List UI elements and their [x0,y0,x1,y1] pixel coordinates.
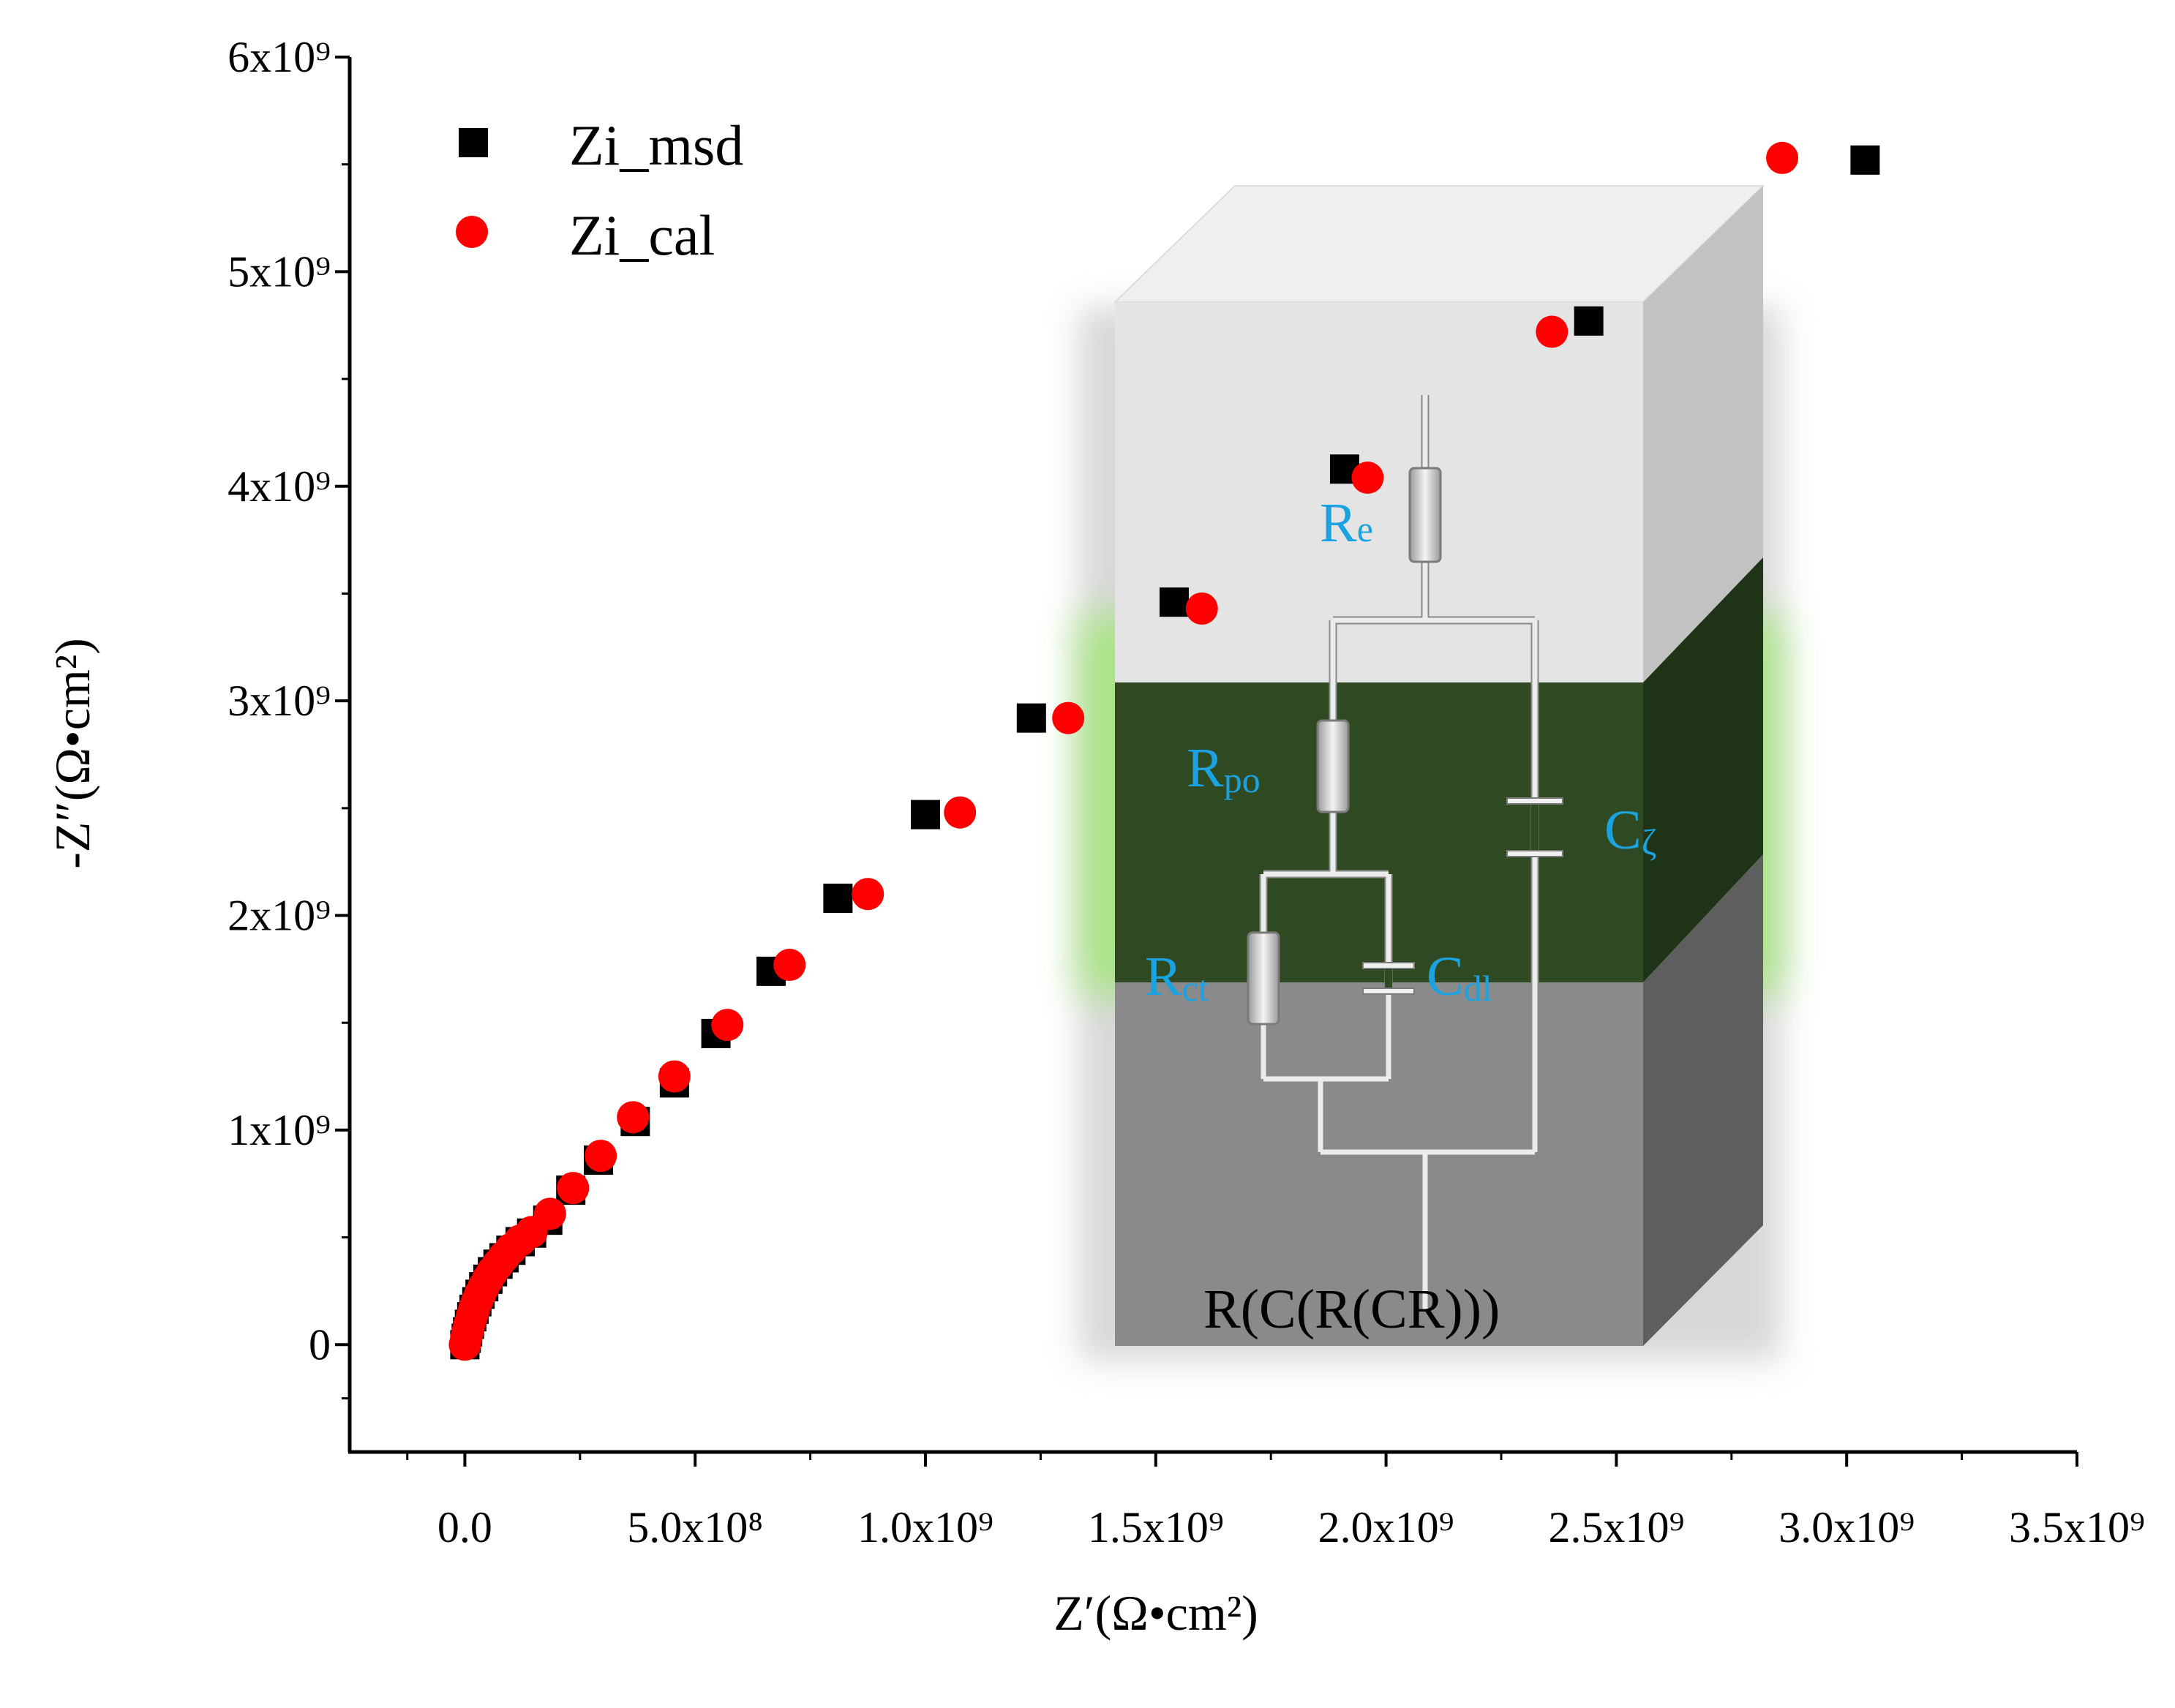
x-tick-label-6: 3.0x10⁹ [1778,1503,1915,1551]
legend-label-zi-cal: Zi_cal [569,203,715,267]
point-zi-cal-26 [1185,592,1218,625]
legend-marker-zi-msd [459,128,488,157]
point-zi-cal-28 [1536,315,1569,348]
y-tick-label-1: 1x10⁹ [228,1106,331,1154]
point-zi-cal-18 [585,1140,617,1173]
x-ticks: 0.0 5.0x10⁸ 1.0x10⁹ 1.5x10⁹ 2.0x10⁹ 2.5x10⁹ 3.… [406,1452,2145,1551]
label-rct: Rct [1145,946,1209,1009]
legend: Zi_msd Zi_cal [456,113,743,267]
data-series [448,141,1880,1361]
point-zi-cal-29 [1766,141,1799,174]
point-zi-cal-17 [557,1172,590,1205]
series-zi-cal [448,141,1799,1361]
label-cdl: Cdl [1427,946,1492,1009]
x-tick-label-1: 5.0x10⁸ [627,1503,763,1551]
point-zi-cal-20 [658,1060,691,1093]
label-rpo: Rpo [1187,737,1261,800]
cube-front-middle-layer [1115,682,1643,982]
label-re: Re [1320,492,1373,554]
point-zi-cal-23 [852,878,884,911]
capacitor-czeta [1506,797,1563,857]
axes: 0.0 5.0x10⁸ 1.0x10⁹ 1.5x10⁹ 2.0x10⁹ 2.5x10⁹ 3.… [228,33,2145,1551]
point-zi-msd-28 [1574,306,1604,336]
x-tick-label-4: 2.0x10⁹ [1318,1503,1454,1551]
point-zi-msd-25 [1016,703,1046,733]
resistor-rct [1247,931,1280,1026]
cube-front-top-layer [1115,302,1643,682]
x-tick-label-7: 3.5x10⁹ [2009,1503,2145,1551]
y-axis-title: -Z″(Ω•cm²) [45,638,100,869]
cube-front-bottom-layer [1115,982,1643,1346]
point-zi-msd-26 [1159,587,1189,617]
point-zi-cal-19 [617,1101,650,1134]
capacitor-cdl [1362,962,1415,995]
resistor-rpo [1316,719,1350,813]
point-zi-cal-24 [944,796,977,829]
x-tick-label-3: 1.5x10⁹ [1088,1503,1224,1551]
x-axis-title: Z′(Ω•cm²) [1053,1585,1258,1641]
point-zi-msd-23 [823,884,853,914]
y-ticks: 0 1x10⁹ 2x10⁹ 3x10⁹ 4x10⁹ 5x10⁹ 6x10⁹ [228,33,350,1400]
point-zi-cal-22 [773,949,806,982]
point-zi-msd-29 [1850,145,1880,175]
y-tick-label-4: 4x10⁹ [228,462,331,511]
legend-marker-zi-cal [456,216,488,248]
y-tick-label-6: 6x10⁹ [228,33,331,81]
cube-side-middle-layer [1643,557,1763,982]
legend-label-zi-msd: Zi_msd [569,113,743,177]
point-zi-cal-25 [1052,701,1085,734]
resistor-re [1408,467,1442,563]
point-zi-cal-16 [533,1197,566,1230]
label-czeta: Cζ [1604,800,1656,862]
x-tick-label-0: 0.0 [437,1503,492,1551]
y-tick-label-3: 3x10⁹ [228,677,331,725]
point-zi-msd-24 [911,800,940,829]
y-tick-label-2: 2x10⁹ [228,892,331,940]
x-tick-label-2: 1.0x10⁹ [857,1503,993,1551]
circuit-inset: Re Rpo Cζ Rct Cdl R(C(R(CR))) [1079,185,1781,1361]
y-tick-label-5: 5x10⁹ [228,247,331,296]
cube-side-bottom-layer [1643,854,1763,1346]
cube-side-top-layer [1643,186,1763,682]
point-zi-cal-27 [1351,462,1384,494]
y-tick-label-0: 0 [309,1320,331,1369]
model-label: R(C(R(CR))) [1203,1279,1500,1340]
point-zi-cal-21 [711,1009,744,1042]
x-tick-label-5: 2.5x10⁹ [1548,1503,1684,1551]
